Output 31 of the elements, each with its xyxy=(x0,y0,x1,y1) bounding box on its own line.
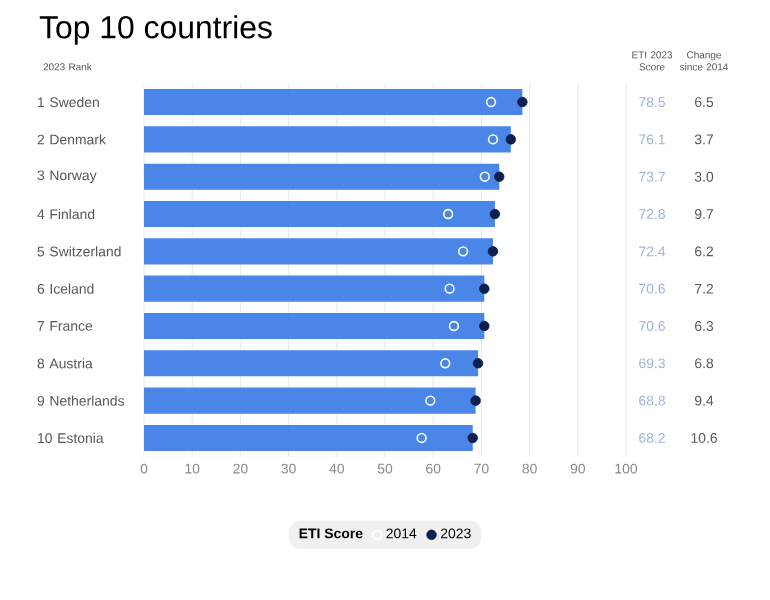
bar xyxy=(144,126,511,153)
point xyxy=(457,246,469,257)
bar xyxy=(144,163,500,190)
point xyxy=(479,320,490,332)
bar xyxy=(144,387,476,414)
point xyxy=(489,208,501,220)
point xyxy=(479,283,490,294)
bar xyxy=(144,350,479,377)
bar xyxy=(144,424,473,452)
point xyxy=(416,432,427,444)
bar xyxy=(144,312,485,340)
bar xyxy=(144,238,493,265)
point xyxy=(505,134,516,145)
point xyxy=(467,432,478,444)
point xyxy=(485,96,497,108)
point xyxy=(472,358,484,369)
bar xyxy=(144,275,485,302)
point xyxy=(448,320,460,332)
point xyxy=(470,395,481,406)
point xyxy=(440,358,451,369)
point xyxy=(517,96,528,108)
chart-title: Top 10 countries xyxy=(39,15,272,45)
point xyxy=(442,208,454,220)
point xyxy=(487,134,499,145)
point xyxy=(479,171,490,182)
point xyxy=(494,171,505,182)
point xyxy=(425,395,436,406)
bar xyxy=(144,200,495,228)
bar xyxy=(144,88,523,116)
point xyxy=(487,246,499,257)
point xyxy=(444,283,455,294)
